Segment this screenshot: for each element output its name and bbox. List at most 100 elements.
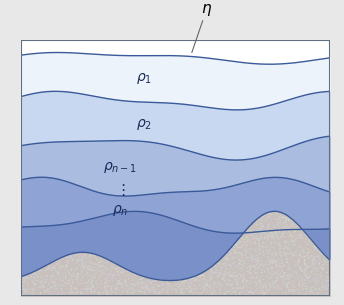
Point [272,240,278,245]
Point [247,278,252,283]
Point [30,289,35,294]
Point [66,267,72,272]
Point [261,291,267,296]
Point [58,285,64,289]
Point [286,214,292,219]
Point [301,255,306,260]
Point [198,273,204,278]
Point [55,289,61,294]
Point [270,272,276,277]
Point [243,257,248,262]
Point [292,263,297,267]
Point [260,229,265,234]
Point [281,273,287,278]
Point [279,263,284,268]
Point [125,289,130,294]
Point [117,266,122,271]
Point [249,274,254,279]
Point [284,246,290,250]
Point [37,274,43,279]
Point [276,274,281,278]
Point [299,235,304,240]
Point [46,265,52,270]
Point [248,247,254,252]
Point [139,277,144,282]
Point [237,260,243,264]
Point [92,253,97,258]
Point [201,284,206,289]
Point [288,248,293,253]
Point [305,275,311,280]
Point [64,263,69,267]
Point [222,279,227,284]
Point [207,270,213,275]
Point [251,263,257,268]
Point [78,291,84,296]
Point [56,261,62,266]
Point [30,279,35,284]
Point [240,263,245,267]
Point [75,277,80,282]
Point [220,275,225,280]
Point [245,234,251,239]
Point [49,267,54,271]
Point [254,246,259,251]
Point [105,292,110,297]
Point [230,261,236,266]
Point [259,228,264,233]
Point [53,276,58,281]
Point [282,229,287,234]
Point [115,282,121,287]
Point [224,282,230,287]
Point [53,287,59,292]
Point [31,275,36,280]
Point [269,234,275,239]
Point [293,221,299,226]
Point [42,286,47,291]
Point [85,271,90,275]
Point [307,274,312,279]
Point [30,292,35,296]
Point [235,276,240,281]
Point [56,264,62,269]
Point [300,236,305,241]
Point [133,272,139,277]
Point [193,276,198,281]
Point [275,287,280,292]
Point [294,262,300,267]
Point [256,256,261,260]
Point [243,261,248,266]
Point [304,274,310,278]
Point [224,257,229,262]
Point [82,281,88,286]
Point [256,239,262,243]
Point [259,218,264,223]
Point [71,271,77,276]
Point [81,275,87,280]
Point [189,283,194,288]
Point [270,231,276,236]
Point [327,262,333,267]
Point [300,283,305,288]
Point [309,289,314,294]
Point [254,250,259,255]
Point [99,270,105,274]
Point [272,216,278,221]
Point [286,264,291,268]
Point [71,257,76,262]
Point [250,264,256,269]
Point [22,274,28,279]
Point [287,218,293,223]
Point [195,286,201,291]
Point [117,273,122,278]
Point [70,278,76,282]
Point [272,260,277,265]
Point [254,223,260,228]
Point [295,293,301,298]
Point [135,281,140,286]
Point [307,249,312,254]
Point [149,285,155,290]
Point [215,293,221,298]
Point [85,286,90,291]
Point [97,268,103,273]
